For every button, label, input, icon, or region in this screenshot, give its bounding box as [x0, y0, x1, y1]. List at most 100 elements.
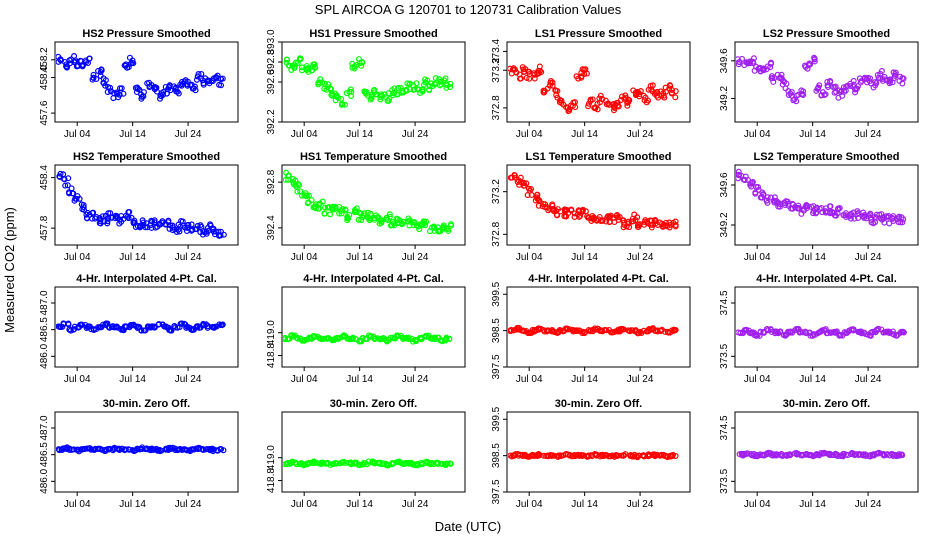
data-point	[785, 91, 792, 98]
data-point	[818, 204, 825, 211]
panel-12: 4-Hr. Interpolated 4-Pt. Cal. Jul 04 Jul 1…	[719, 273, 919, 385]
data-point	[736, 172, 743, 179]
data-point	[218, 76, 225, 83]
data-point	[311, 63, 318, 70]
series-HS2	[56, 53, 226, 102]
data-point	[811, 55, 818, 62]
panel-title: HS2 Temperature Smoothed	[73, 151, 220, 163]
data-point	[583, 70, 590, 77]
series-LS2	[736, 54, 907, 105]
data-point	[152, 85, 159, 92]
x-tick-label: Jul 24	[402, 129, 429, 140]
data-point	[795, 205, 802, 212]
series-LS1	[508, 171, 679, 231]
data-point	[652, 327, 659, 334]
data-point	[413, 80, 420, 87]
panel-14: 30-min. Zero Off. Jul 04 Jul 14 Jul 24 418.8…	[266, 398, 466, 510]
data-point	[146, 79, 153, 86]
x-tick-label: Jul 04	[744, 252, 771, 263]
data-point	[523, 74, 530, 81]
y-tick-label: 398.5	[491, 443, 502, 468]
data-point	[351, 65, 358, 72]
data-point	[421, 220, 428, 227]
data-point	[854, 83, 861, 90]
panel-title: 30-min. Zero Off.	[330, 398, 417, 410]
data-point	[807, 61, 814, 68]
data-point	[126, 209, 133, 216]
x-tick-label: Jul 24	[627, 374, 654, 385]
data-point	[563, 213, 570, 220]
data-point	[97, 68, 104, 75]
y-tick-label: 349.2	[719, 212, 730, 237]
data-point	[854, 208, 861, 215]
data-point	[592, 105, 599, 112]
plot-frame	[506, 41, 691, 123]
data-point	[331, 203, 338, 210]
data-point	[760, 329, 767, 336]
data-point	[832, 83, 839, 90]
data-point	[297, 55, 304, 62]
data-point	[757, 329, 764, 336]
series-HS2	[56, 170, 227, 239]
data-point	[206, 80, 213, 87]
data-point	[78, 201, 85, 208]
data-point	[447, 84, 454, 91]
x-tick-label: Jul 14	[571, 129, 598, 140]
data-point	[156, 220, 163, 227]
y-tick-label: 392.8	[266, 49, 277, 74]
y-tick-label: 486.5	[39, 317, 50, 342]
panel-title: 30-min. Zero Off.	[555, 398, 642, 410]
data-point	[132, 84, 139, 91]
y-tick-label: 373.2	[491, 57, 502, 82]
plot-frame	[54, 411, 239, 493]
y-tick-label: 373.4	[491, 38, 502, 63]
data-point	[125, 215, 132, 222]
data-point	[899, 80, 906, 87]
data-point	[177, 223, 184, 230]
data-point	[848, 326, 855, 333]
data-point	[672, 222, 679, 229]
data-point	[339, 333, 346, 340]
data-point	[616, 214, 623, 221]
data-point	[736, 56, 741, 63]
y-tick-label: 349.6	[719, 172, 730, 197]
data-point	[887, 78, 894, 85]
data-point	[551, 206, 558, 213]
y-tick-label: 458.4	[39, 165, 50, 190]
data-point	[404, 80, 411, 87]
data-point	[317, 460, 324, 467]
data-point	[897, 219, 904, 226]
x-tick-label: Jul 24	[175, 252, 202, 263]
series-HS1	[283, 332, 453, 345]
data-point	[631, 211, 638, 218]
data-point	[100, 75, 107, 82]
x-tick-label: Jul 04	[516, 499, 543, 510]
data-point	[546, 82, 553, 89]
y-tick-label: 418.8	[266, 468, 277, 493]
x-tick-label: Jul 24	[855, 499, 882, 510]
x-tick-label: Jul 04	[744, 499, 771, 510]
data-point	[879, 76, 886, 83]
y-tick-label: 487.0	[39, 290, 50, 315]
y-tick-label: 487.0	[39, 415, 50, 440]
y-tick-label: 399.5	[491, 406, 502, 431]
data-point	[534, 195, 541, 202]
data-point	[328, 90, 335, 97]
data-point	[589, 96, 596, 103]
figure-title: SPL AIRCOA G 120701 to 120731 Calibratio…	[315, 2, 622, 17]
x-tick-label: Jul 24	[627, 252, 654, 263]
data-point	[177, 446, 184, 453]
data-point	[569, 102, 576, 109]
data-point	[382, 336, 389, 343]
x-tick-label: Jul 04	[516, 252, 543, 263]
data-point	[758, 194, 765, 201]
data-point	[746, 60, 753, 67]
data-point	[779, 77, 786, 84]
data-point	[549, 82, 556, 89]
data-point	[798, 210, 805, 217]
data-point	[835, 94, 842, 101]
data-point	[621, 452, 628, 459]
data-point	[511, 172, 518, 179]
data-point	[304, 336, 311, 343]
